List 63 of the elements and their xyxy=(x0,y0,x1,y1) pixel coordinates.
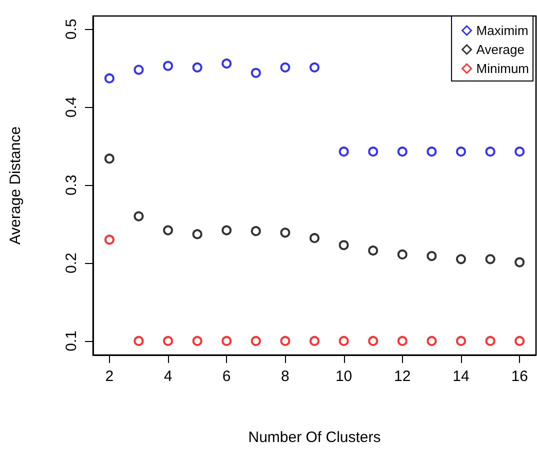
point xyxy=(368,336,378,346)
point xyxy=(456,336,466,346)
legend-label: Maximim xyxy=(476,23,528,38)
x-tick-label: 12 xyxy=(394,368,411,385)
x-axis-title: Number Of Clusters xyxy=(248,429,381,446)
legend-label: Minimum xyxy=(476,61,530,76)
legend-label: Average xyxy=(476,42,524,57)
point xyxy=(485,336,496,346)
x-tick-label: 10 xyxy=(335,368,352,385)
point xyxy=(222,225,232,236)
point xyxy=(426,251,437,262)
point xyxy=(250,68,261,78)
x-tick-label: 14 xyxy=(452,368,470,385)
point xyxy=(514,336,525,346)
point xyxy=(134,336,144,346)
point xyxy=(192,229,202,240)
x-tick-label: 2 xyxy=(105,368,114,385)
x-tick-label: 8 xyxy=(281,368,290,385)
point xyxy=(338,146,349,157)
y-tick-label: 0.2 xyxy=(63,252,80,274)
point xyxy=(163,60,174,71)
point xyxy=(163,225,174,236)
point xyxy=(310,336,320,346)
point xyxy=(310,62,320,72)
y-tick-label: 0.5 xyxy=(63,18,80,40)
point xyxy=(485,254,496,264)
point xyxy=(485,146,496,157)
y-axis-title: Average Distance xyxy=(7,126,24,245)
point xyxy=(456,146,466,157)
point xyxy=(280,228,290,238)
point xyxy=(426,336,437,346)
point xyxy=(104,73,114,84)
point xyxy=(192,62,202,72)
point xyxy=(250,336,261,346)
x-tick-label: 16 xyxy=(511,368,528,385)
point xyxy=(310,233,320,244)
point xyxy=(397,336,408,346)
point xyxy=(514,257,525,268)
point xyxy=(192,336,202,346)
point xyxy=(163,336,174,346)
point xyxy=(338,240,349,250)
point xyxy=(222,58,232,69)
point xyxy=(280,62,290,72)
y-tick-label: 0.1 xyxy=(63,330,80,352)
point xyxy=(397,249,408,260)
point xyxy=(134,64,144,75)
y-tick-label: 0.4 xyxy=(63,96,80,118)
point xyxy=(134,211,144,222)
point xyxy=(514,146,525,157)
point xyxy=(397,146,408,157)
point xyxy=(104,154,114,164)
point xyxy=(368,146,378,157)
x-tick-label: 4 xyxy=(164,368,172,385)
point xyxy=(280,336,290,346)
x-tick-label: 6 xyxy=(222,368,231,385)
point xyxy=(104,234,114,245)
point xyxy=(426,146,437,157)
point xyxy=(222,336,232,346)
point xyxy=(338,336,349,346)
y-tick-label: 0.3 xyxy=(63,174,80,196)
point xyxy=(368,246,378,256)
point xyxy=(456,254,466,264)
point xyxy=(250,226,261,236)
